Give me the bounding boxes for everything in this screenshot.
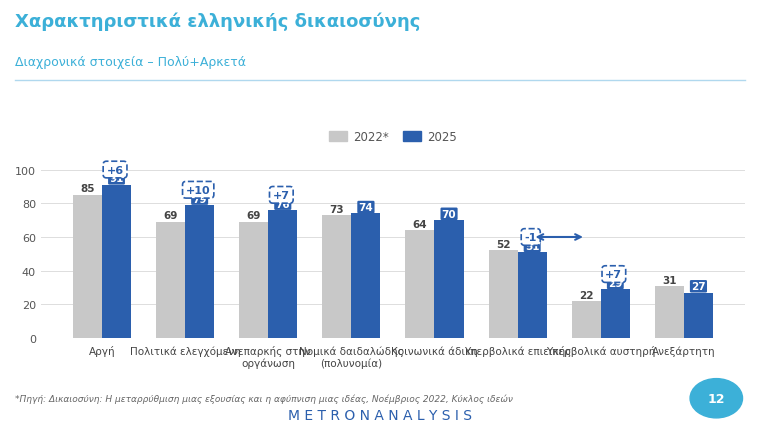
Text: 22: 22: [579, 290, 594, 300]
Bar: [156, 222, 185, 338]
Text: Διαχρονικά στοιχεία – Πολύ+Αρκετά: Διαχρονικά στοιχεία – Πολύ+Αρκετά: [15, 55, 246, 68]
Text: 52: 52: [496, 239, 510, 250]
Text: +6: +6: [106, 165, 124, 175]
Bar: [351, 214, 381, 338]
Text: 76: 76: [275, 199, 290, 209]
Text: 64: 64: [413, 219, 427, 229]
Bar: [435, 221, 464, 338]
Text: 74: 74: [359, 202, 373, 213]
Text: 27: 27: [691, 282, 706, 291]
Text: 51: 51: [525, 241, 540, 251]
Bar: [600, 290, 630, 338]
Text: M E T R O N A N A L Y S I S: M E T R O N A N A L Y S I S: [288, 408, 472, 422]
Bar: [102, 185, 131, 338]
Text: 73: 73: [330, 204, 344, 214]
Bar: [572, 301, 600, 338]
Bar: [73, 196, 102, 338]
Text: *Πηγή: Δικαιοσύνη: Η μεταρρύθμιση μιας εξουσίας και η αφύπνιση μιας ιδέας, Νοέμβ: *Πηγή: Δικαιοσύνη: Η μεταρρύθμιση μιας ε…: [15, 393, 513, 403]
Text: +7: +7: [273, 190, 290, 200]
Text: 69: 69: [163, 211, 178, 221]
Text: 70: 70: [442, 209, 456, 219]
Circle shape: [690, 379, 743, 418]
Bar: [655, 286, 684, 338]
Bar: [518, 253, 546, 338]
Text: +7: +7: [606, 270, 622, 279]
Bar: [268, 210, 297, 338]
Text: 79: 79: [192, 194, 207, 204]
Text: 29: 29: [608, 278, 622, 288]
Bar: [405, 231, 435, 338]
Bar: [489, 251, 518, 338]
Text: 69: 69: [246, 211, 261, 221]
Text: Χαρακτηριστικά ελληνικής δικαιοσύνης: Χαρακτηριστικά ελληνικής δικαιοσύνης: [15, 13, 420, 31]
Text: 12: 12: [708, 392, 725, 405]
Text: -1: -1: [524, 233, 537, 242]
Bar: [239, 222, 268, 338]
Bar: [185, 205, 214, 338]
Bar: [684, 293, 713, 338]
Text: 31: 31: [662, 275, 676, 285]
Text: +10: +10: [186, 185, 211, 195]
Bar: [322, 216, 351, 338]
Text: 85: 85: [80, 184, 95, 194]
Text: 91: 91: [109, 174, 124, 184]
Legend: 2022*, 2025: 2022*, 2025: [325, 126, 461, 148]
